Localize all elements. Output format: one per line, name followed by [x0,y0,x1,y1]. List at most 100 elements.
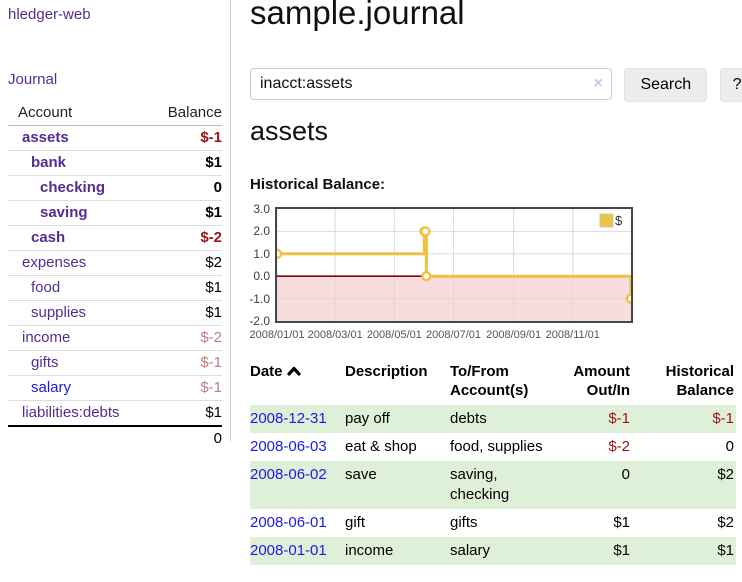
transaction-accounts: gifts [450,514,478,531]
register-header-date[interactable]: Date [250,360,345,405]
search-input[interactable] [250,68,612,100]
y-axis-tick-label: -2.0 [249,314,270,328]
account-link[interactable]: expenses [8,250,144,276]
sidebar-item-journal[interactable]: Journal [8,71,58,88]
y-axis-tick-label: 2.0 [253,224,270,239]
account-row: salary $-1 [8,375,222,401]
register-table: Date Description To/From Account(s) Amou… [250,360,736,565]
transaction-row: 2008-06-01 gift gifts $1 $2 [250,509,736,537]
account-row: cash $-2 [8,225,222,251]
chart-title: Historical Balance: [250,176,386,193]
register-header-accounts[interactable]: To/From Account(s) [450,363,529,399]
account-balance: $1 [143,150,222,176]
account-total-value: 0 [143,425,222,451]
account-link[interactable]: liabilities:debts [8,400,144,427]
account-row: assets $-1 [8,125,222,151]
x-axis-tick-label: 2008/01/01 [249,329,305,341]
account-row: checking 0 [8,175,222,201]
sort-ascending-icon [286,362,301,381]
help-button[interactable]: ? [719,68,742,102]
data-point-marker [421,270,432,282]
account-balance: $-1 [143,125,222,151]
account-balance: $2 [143,250,222,276]
account-link[interactable]: assets [8,125,144,151]
account-row: liabilities:debts $1 [8,400,222,427]
account-row: gifts $-1 [8,350,222,376]
account-balance: $1 [143,400,222,427]
x-axis-tick-label: 2008/09/01 [486,329,542,341]
balance-column-header: Balance [143,102,222,126]
account-link[interactable]: cash [8,225,144,251]
search-button[interactable]: Search [624,68,708,102]
transaction-accounts: salary [450,542,491,559]
account-row: food $1 [8,275,222,301]
account-link[interactable]: income [8,325,144,351]
transaction-amount: $-1 [608,410,630,427]
y-axis-tick-label: -1.0 [249,291,270,306]
transaction-description: eat & shop [345,438,417,455]
data-point-marker [271,248,283,259]
transaction-date-link[interactable]: 2008-06-02 [250,466,327,483]
transaction-accounts: saving, checking [450,466,510,503]
account-link[interactable]: gifts [8,350,144,376]
account-balance: $-2 [143,225,222,251]
account-link[interactable]: checking [8,175,144,201]
transaction-balance: $-1 [712,410,734,427]
balance-chart-svg: $ [271,209,637,321]
account-balance: $1 [143,275,222,301]
transaction-amount: $1 [613,514,630,531]
transaction-row: 2008-06-02 save saving, checking 0 $2 [250,461,736,509]
account-total-row: 0 [8,425,222,451]
search-row: × Search ? [250,68,742,102]
y-axis-tick-label: 0.0 [253,269,270,284]
account-row: bank $1 [8,150,222,176]
y-axis-tick-label: 1.0 [253,246,270,261]
account-row: expenses $2 [8,250,222,276]
data-point-marker [420,226,431,237]
transaction-description: pay off [345,410,390,427]
account-heading: assets [250,116,329,146]
account-link[interactable]: bank [8,150,144,176]
transaction-row: 2008-01-01 income salary $1 $1 [250,537,736,565]
app-title[interactable]: hledger-web [8,6,91,23]
account-balance: 0 [143,175,222,201]
account-link[interactable]: salary [8,375,144,401]
main-content: sample.journal × Search ? assets Histori… [232,0,742,582]
register-header-amount[interactable]: Amount Out/In [573,363,630,399]
transaction-accounts: debts [450,410,487,427]
transaction-date-link[interactable]: 2008-06-01 [250,514,327,531]
transaction-row: 2008-12-31 pay off debts $-1 $-1 [250,405,736,433]
x-axis-tick-label: 2008/07/01 [425,329,482,341]
account-column-header: Account [8,102,144,126]
y-axis-tick-label: 3.0 [253,202,270,216]
account-link[interactable]: food [8,275,144,301]
legend-label: $ [615,213,623,228]
account-row: income $-2 [8,325,222,351]
account-balance-table: Account Balance assets $-1 bank $1 check… [8,102,222,451]
account-total-spacer [8,425,144,451]
transaction-date-link[interactable]: 2008-06-03 [250,438,327,455]
transaction-date-link[interactable]: 2008-12-31 [250,410,327,427]
account-row: supplies $1 [8,300,222,326]
transaction-row: 2008-06-03 eat & shop food, supplies $-2… [250,433,736,461]
register-header-balance[interactable]: Historical Balance [665,363,734,399]
transaction-description: save [345,466,377,483]
transaction-date-link[interactable]: 2008-01-01 [250,542,327,559]
transaction-balance: $1 [717,542,734,559]
account-balance: $-2 [143,325,222,351]
account-link[interactable]: supplies [8,300,144,326]
data-point-marker [625,293,637,304]
register-header-description[interactable]: Description [345,363,428,380]
historical-balance-chart: 3.0 2.0 1.0 0.0 -1.0 -2.0 $ 2008/01/01 2008/03… [232,202,742,350]
page-title: sample.journal [250,0,465,31]
account-link[interactable]: saving [8,200,144,226]
transaction-balance: 0 [725,438,734,455]
x-axis-tick-label: 2008/03/01 [307,329,363,341]
transaction-description: gift [345,514,366,531]
account-row: saving $1 [8,200,222,226]
search-field-wrap: × [250,68,612,100]
chart-plot-area: $ [271,207,637,323]
clear-search-icon[interactable]: × [593,75,603,92]
transaction-amount: 0 [621,466,630,483]
register-header-row: Date Description To/From Account(s) Amou… [250,360,736,405]
